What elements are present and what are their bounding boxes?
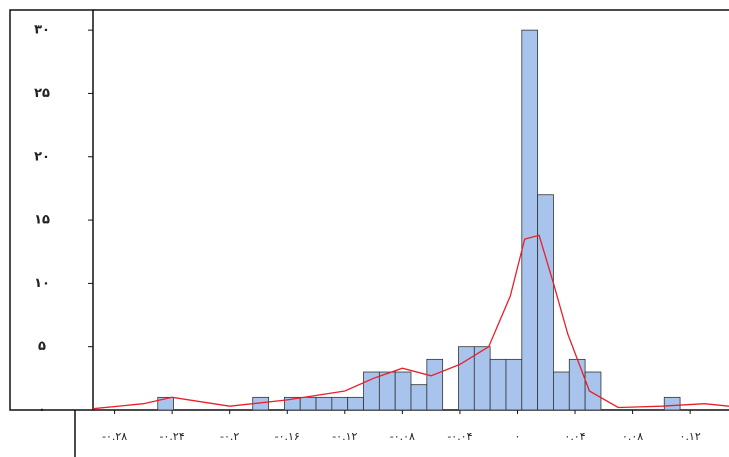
- bar: [474, 347, 490, 410]
- x-tick-label: ۰.۱۲: [680, 430, 701, 443]
- y-tick-label: ۲۰: [34, 149, 50, 164]
- y-tick-label: ۳۰: [34, 23, 50, 38]
- x-tick-label: -۰.۰۴: [447, 430, 472, 443]
- y-tick-label: ۵: [38, 339, 46, 354]
- x-tick-label: ۰.۰۸: [622, 430, 643, 443]
- bar: [427, 359, 443, 410]
- bar: [664, 397, 680, 410]
- y-tick-label: ۲۵: [34, 86, 50, 101]
- y-tick-label: ۰: [38, 403, 46, 418]
- x-tick-label: -۰.۲: [220, 430, 239, 443]
- bar: [522, 30, 538, 410]
- bar: [585, 372, 601, 410]
- bar: [490, 359, 506, 410]
- bar: [553, 372, 569, 410]
- y-axis-panel: [10, 10, 93, 410]
- bar: [506, 359, 522, 410]
- x-tick-label: -۰.۱۶: [275, 430, 300, 443]
- bar: [458, 347, 474, 410]
- x-tick-label: -۰.۲۴: [160, 430, 185, 443]
- bar: [569, 359, 585, 410]
- bar: [348, 397, 364, 410]
- chart: ۰ ۵ ۱۰ ۱۵ ۲۰ ۲۵ ۳۰ -۰.۲۸ -۰.۲۴ -۰.۲ -۰.۱۶ -۰.۱۲ -۰.۰…: [0, 0, 729, 457]
- x-tick-label: -۰.۰۸: [390, 430, 415, 443]
- y-tick-label: ۱۰: [34, 276, 50, 291]
- bar: [395, 372, 411, 410]
- bar: [316, 397, 332, 410]
- bar: [379, 372, 395, 410]
- x-tick-label: -۰.۲۸: [102, 430, 127, 443]
- bar: [411, 385, 427, 410]
- bar: [300, 397, 316, 410]
- y-tick-label: ۱۵: [34, 213, 50, 228]
- x-tick-label: ۰: [515, 430, 521, 443]
- x-tick-label: ۰.۰۴: [564, 430, 585, 443]
- bar: [538, 195, 554, 410]
- bar: [332, 397, 348, 410]
- x-tick-label: -۰.۱۲: [332, 430, 357, 443]
